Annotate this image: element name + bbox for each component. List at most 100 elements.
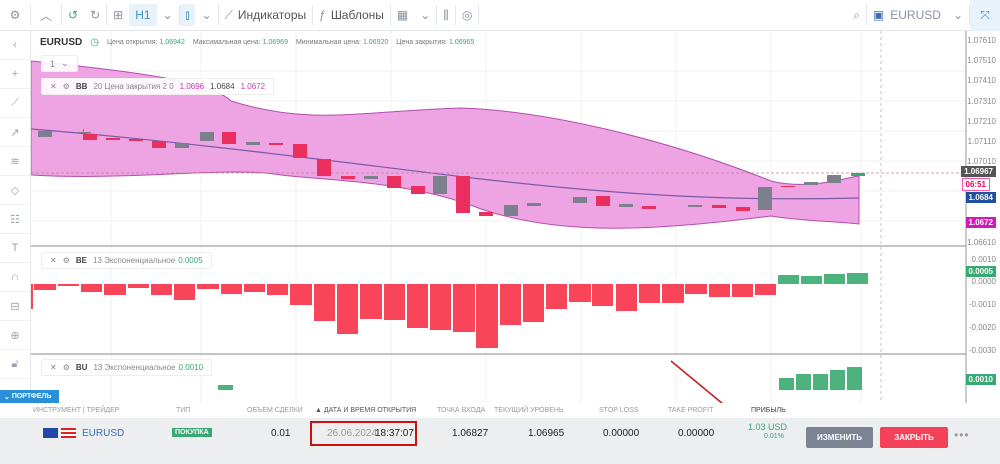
stop-loss-value: 0.00000 (603, 428, 640, 439)
chevron-up-icon[interactable]: ︿ (39, 8, 52, 23)
settings-icon[interactable]: ⚙ (62, 256, 70, 265)
instrument-link[interactable]: EURUSD (82, 428, 125, 439)
type-badge: ПОКУПКА (172, 428, 212, 437)
col-instrument[interactable]: ИНСТРУМЕНТ | ТРЕЙДЕР (33, 407, 120, 414)
open-time: 18:37:07 (375, 428, 414, 439)
us-flag-icon (61, 428, 76, 438)
chevron-down-icon[interactable]: ⌄ (420, 8, 431, 22)
chevron-down-icon: ⌄ (4, 393, 12, 401)
chevron-down-icon[interactable]: ⌄ (162, 8, 173, 22)
bars-icon[interactable]: ⫼ (443, 7, 449, 22)
settings-gear-icon[interactable]: ⚙ (9, 8, 21, 22)
eu-flag-icon (43, 428, 58, 438)
settings-icon[interactable]: ⚙ (62, 363, 70, 372)
col-type[interactable]: ТИП (176, 407, 191, 414)
top-toolbar: ⚙ ︿ ↺ ↻ ⊞ H1 ⌄ ⫾ ⌄ ⟋ Индикаторы ƒ Шаблоны … (0, 0, 1000, 31)
col-take-profit[interactable]: TAKE PROFIT (668, 407, 714, 414)
bu-value: 0.0010 (178, 363, 204, 372)
position-row[interactable]: EURUSD ПОКУПКА 0.01 26.06.2024 18:37:07 … (0, 418, 1000, 464)
ray-icon[interactable]: ↗ (0, 118, 30, 147)
price-tick: 1.07610 (967, 36, 996, 45)
save-icon[interactable]: ▣ (872, 8, 885, 22)
function-icon: ƒ (319, 8, 326, 22)
chevron-down-icon[interactable]: ⌄ (201, 8, 212, 22)
be-params: 13 Экспоненциальное (93, 256, 176, 265)
clock-icon: ◷ (90, 37, 99, 48)
add-icon[interactable]: ⊞ (113, 8, 124, 22)
fullscreen-icon[interactable]: ⤧ (970, 0, 1000, 31)
channel-icon[interactable]: ≋ (0, 147, 30, 176)
close-position-button[interactable]: ЗАКРЫТЬ (880, 427, 948, 448)
col-open-time[interactable]: ▲ ДАТА И ВРЕМЯ ОТКРЫТИЯ (315, 407, 417, 414)
col-volume[interactable]: ОБЪЕМ СДЕЛКИ (247, 407, 303, 414)
fibonacci-icon[interactable]: ☷ (0, 205, 30, 234)
multiplier-value: 1 (50, 58, 56, 69)
crosshair-icon[interactable]: + (0, 60, 30, 89)
camera-icon[interactable]: ◎ (461, 8, 473, 22)
calendar-icon[interactable]: ▦ (396, 8, 409, 22)
magnet-icon[interactable]: ∩ (0, 263, 30, 292)
be-tick: -0.0010 (968, 300, 996, 309)
bb-middle: 1.0684 (210, 82, 235, 91)
col-stop-loss[interactable]: STOP LOSS (599, 407, 639, 414)
price-tick: 1.06610 (967, 238, 996, 247)
ruler-icon[interactable]: ⊟ (0, 292, 30, 321)
edit-button[interactable]: ИЗМЕНИТЬ (806, 427, 873, 448)
indicators-button[interactable]: ⟋ Индикаторы (224, 7, 307, 23)
bb-mid-tag: 1.0684 (965, 192, 996, 203)
take-profit-value: 0.00000 (678, 428, 715, 439)
bb-low-tag: 1.0672 (965, 217, 996, 228)
profit-value: 1.03 USD (748, 422, 788, 432)
multiplier-select[interactable]: 1 ⌄ (41, 55, 78, 72)
zoom-icon[interactable]: ⊕ (0, 321, 30, 350)
remove-icon[interactable]: ✕ (50, 256, 57, 265)
bb-name: BB (75, 82, 88, 91)
price-tick: 1.07410 (967, 76, 996, 85)
entry-price: 1.06827 (452, 428, 489, 439)
candle-timer: 06:51 (961, 178, 990, 191)
be-legend: ✕ ⚙ BE 13 Экспоненциальное 0.0005 (41, 252, 212, 269)
search-icon[interactable]: ⌕ (853, 7, 860, 22)
remove-icon[interactable]: ✕ (50, 82, 57, 91)
col-entry[interactable]: ТОЧКА ВХОДА (437, 407, 486, 414)
redo-icon[interactable]: ↻ (90, 8, 101, 22)
symbol-select[interactable]: EURUSD (890, 8, 941, 22)
lock-icon[interactable]: 🔓︎ (0, 350, 30, 379)
indicators-icon: ⟋ (224, 7, 233, 22)
timeframe-button[interactable]: H1 (129, 4, 157, 26)
chart-area[interactable]: EURUSD ◷ Цена открытия: 1.06942 Максималь… (31, 31, 1000, 403)
bb-lower: 1.0672 (240, 82, 266, 91)
bb-upper: 1.0696 (179, 82, 205, 91)
portfolio-label: ПОРТФЕЛЬ (11, 393, 52, 400)
low-label: Минимальная цена: (295, 39, 361, 46)
remove-icon[interactable]: ✕ (50, 363, 57, 372)
trendline-icon[interactable]: ⟋ (0, 89, 30, 118)
candles-icon[interactable]: ⫾ (179, 4, 196, 26)
polygon-icon[interactable]: ◇ (0, 176, 30, 205)
chevron-down-icon[interactable]: ⌄ (952, 8, 963, 22)
price-tick: 1.07110 (967, 137, 996, 146)
more-icon[interactable]: ••• (954, 428, 970, 442)
settings-icon[interactable]: ⚙ (62, 82, 70, 91)
be-tick: 0.0010 (971, 255, 996, 264)
be-name: BE (75, 256, 87, 265)
portfolio-tab[interactable]: ⌄ ПОРТФЕЛЬ (0, 390, 59, 403)
undo-icon[interactable]: ↺ (68, 8, 79, 22)
price-tick: 1.07510 (967, 56, 996, 65)
open-label: Цена открытия: (106, 39, 158, 46)
open-value: 1.06942 (159, 39, 185, 46)
positions-table-header: ИНСТРУМЕНТ | ТРЕЙДЕР ТИП ОБЪЕМ СДЕЛКИ ▲ … (0, 403, 1000, 418)
templates-button[interactable]: ƒ Шаблоны (319, 8, 384, 22)
collapse-icon[interactable]: ‹ (0, 31, 30, 60)
price-tick: 1.07310 (967, 97, 996, 106)
bu-legend: ✕ ⚙ BU 13 Экспоненциальное 0.0010 (41, 359, 213, 376)
open-date: 26.06.2024 (327, 428, 378, 439)
col-current[interactable]: ТЕКУЩИЙ УРОВЕНЬ (494, 407, 564, 414)
be-value-tag: 0.0005 (965, 266, 996, 277)
close-label: Цена закрытия: (396, 39, 447, 46)
be-tick: -0.0020 (968, 323, 996, 332)
text-icon[interactable]: T (0, 234, 30, 263)
col-profit[interactable]: ПРИБЫЛЬ (751, 407, 786, 414)
price-tick: 1.07010 (967, 157, 996, 166)
bu-value-tag: 0.0010 (965, 374, 996, 385)
